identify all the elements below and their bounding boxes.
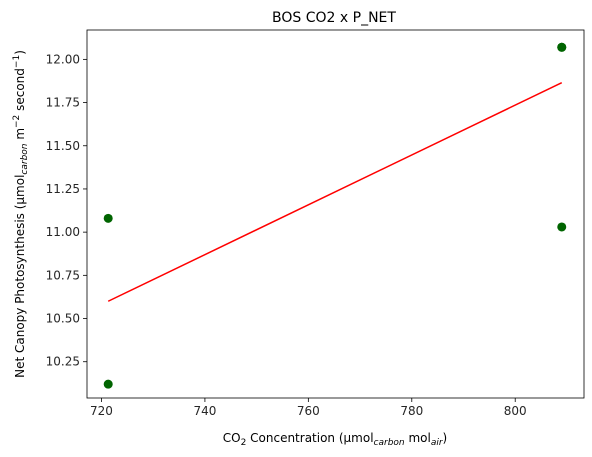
y-tick-label: 11.25 bbox=[46, 182, 80, 196]
data-point bbox=[103, 379, 113, 389]
x-tick-label: 800 bbox=[504, 404, 527, 418]
data-point bbox=[557, 222, 567, 232]
y-axis-label-subscript: carbon bbox=[20, 143, 30, 174]
fit-line bbox=[107, 82, 563, 302]
y-axis-label: Net Canopy Photosynthesis (µmolcarbon m−… bbox=[12, 50, 30, 378]
y-tick-label: 10.75 bbox=[46, 268, 80, 282]
plot-area bbox=[103, 42, 567, 389]
x-axis-label-part: ) bbox=[443, 431, 448, 445]
y-axis-label-superscript: −1 bbox=[12, 55, 22, 68]
y-axis-label-part: m bbox=[13, 128, 27, 144]
y-axis-label-part: ) bbox=[13, 50, 27, 55]
y-tick-label: 12.00 bbox=[46, 52, 80, 66]
x-tick-label: 720 bbox=[90, 404, 113, 418]
data-point bbox=[103, 213, 113, 223]
y-tick-label: 10.50 bbox=[46, 312, 80, 326]
x-axis: 720 740 760 780 800 bbox=[90, 398, 527, 418]
y-tick-label: 10.25 bbox=[46, 355, 80, 369]
x-tick-label: 760 bbox=[297, 404, 320, 418]
y-tick-label: 11.00 bbox=[46, 225, 80, 239]
chart-title: BOS CO2 x P_NET bbox=[272, 10, 396, 26]
y-axis-label-superscript: −2 bbox=[12, 115, 22, 128]
x-axis-label-subscript: air bbox=[431, 438, 444, 448]
x-axis-label-part: mol bbox=[405, 431, 431, 445]
x-axis-label-part: Concentration (µmol bbox=[246, 431, 373, 445]
x-axis-label: CO2 Concentration (µmolcarbon molair) bbox=[223, 431, 447, 448]
x-axis-label-subscript: 2 bbox=[241, 438, 247, 448]
y-axis: 10.25 10.50 10.75 11.00 11.25 11.50 11.75 12.00 bbox=[46, 52, 87, 369]
y-tick-label: 11.50 bbox=[46, 139, 80, 153]
x-tick-label: 780 bbox=[400, 404, 423, 418]
y-axis-label-part: second bbox=[13, 68, 27, 115]
x-tick-label: 740 bbox=[193, 404, 216, 418]
y-axis-label-part: Net Canopy Photosynthesis (µmol bbox=[13, 175, 27, 378]
data-point bbox=[557, 42, 567, 52]
x-axis-label-subscript: carbon bbox=[374, 438, 405, 448]
x-axis-label-part: CO bbox=[223, 431, 241, 445]
plot-frame bbox=[86, 29, 585, 399]
y-tick-label: 11.75 bbox=[46, 96, 80, 110]
